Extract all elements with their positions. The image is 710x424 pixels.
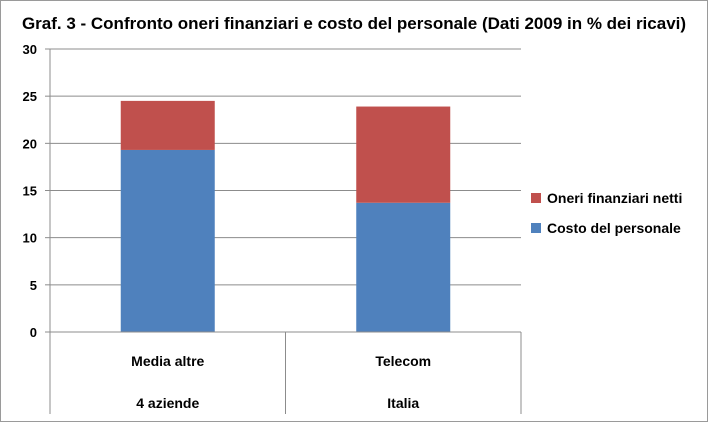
- bar-segment: [120, 149, 215, 332]
- legend-label-personale: Costo del personale: [547, 220, 681, 236]
- legend-swatch-personale: [531, 223, 541, 233]
- legend-label-oneri: Oneri finanziari netti: [547, 190, 683, 206]
- legend-item-personale: Costo del personale: [531, 218, 682, 238]
- y-tick-label: 20: [23, 136, 37, 151]
- legend: Oneri finanziari netti Costo del persona…: [531, 188, 682, 248]
- chart-title: Graf. 3 - Confronto oneri finanziari e c…: [21, 14, 687, 33]
- y-tick-label: 25: [23, 89, 37, 104]
- legend-item-oneri: Oneri finanziari netti: [531, 188, 682, 208]
- legend-swatch-oneri: [531, 193, 541, 203]
- bar-segment: [120, 100, 215, 150]
- category-label-line1: Telecom: [375, 353, 431, 369]
- bar-segment: [356, 202, 451, 332]
- y-tick-label: 30: [23, 42, 37, 57]
- category-label-line2: Italia: [387, 395, 419, 411]
- category-label-line2: 4 aziende: [136, 395, 199, 411]
- y-tick-label: 5: [30, 278, 37, 293]
- category-label-line1: Media altre: [131, 353, 204, 369]
- y-tick-label: 15: [23, 184, 37, 199]
- y-tick-label: 10: [23, 231, 37, 246]
- bar-segment: [356, 106, 451, 203]
- y-tick-label: 0: [30, 325, 37, 340]
